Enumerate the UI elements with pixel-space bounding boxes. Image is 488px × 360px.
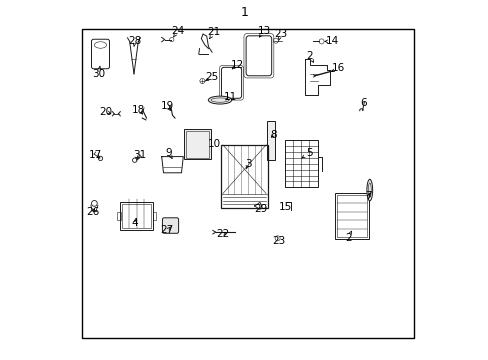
Text: 19: 19 — [160, 101, 173, 111]
Text: 23: 23 — [271, 236, 285, 246]
Bar — [122, 204, 150, 228]
Text: 20: 20 — [99, 107, 112, 117]
Bar — [221, 145, 267, 208]
Text: 27: 27 — [160, 225, 173, 235]
Text: 6: 6 — [359, 98, 366, 108]
Text: 12: 12 — [230, 60, 244, 70]
Text: 2: 2 — [345, 233, 351, 243]
Bar — [266, 121, 274, 160]
Text: 23: 23 — [273, 29, 286, 39]
Text: 21: 21 — [207, 27, 220, 37]
Ellipse shape — [366, 179, 372, 201]
Text: 25: 25 — [205, 72, 218, 82]
Text: 10: 10 — [207, 139, 220, 149]
Bar — [184, 129, 211, 159]
Text: 5: 5 — [305, 148, 312, 158]
Text: 29: 29 — [254, 204, 267, 214]
Text: 11: 11 — [223, 92, 236, 102]
Text: 13: 13 — [257, 26, 270, 36]
Text: 18: 18 — [131, 105, 144, 115]
Ellipse shape — [208, 96, 231, 104]
Text: 15: 15 — [279, 202, 292, 212]
Text: 24: 24 — [171, 26, 184, 36]
Text: 31: 31 — [133, 150, 146, 160]
Text: 8: 8 — [269, 130, 276, 140]
Text: 14: 14 — [325, 36, 339, 46]
Bar — [185, 130, 209, 158]
Text: 26: 26 — [86, 207, 100, 217]
Bar — [152, 212, 156, 220]
Bar — [334, 193, 368, 239]
Text: 17: 17 — [88, 150, 102, 160]
Text: 28: 28 — [128, 36, 141, 46]
FancyBboxPatch shape — [162, 218, 178, 233]
Text: 4: 4 — [131, 218, 138, 228]
Bar — [336, 195, 366, 237]
Text: 7: 7 — [365, 191, 371, 201]
Text: 2: 2 — [305, 51, 312, 61]
Text: 1: 1 — [240, 6, 248, 19]
Text: 22: 22 — [216, 229, 229, 239]
Bar — [117, 212, 121, 220]
Text: 30: 30 — [92, 69, 105, 79]
Bar — [285, 140, 317, 187]
Text: 9: 9 — [165, 148, 172, 158]
Bar — [120, 202, 152, 230]
Text: 3: 3 — [244, 159, 251, 169]
Bar — [82, 29, 413, 338]
Text: 16: 16 — [331, 63, 344, 73]
